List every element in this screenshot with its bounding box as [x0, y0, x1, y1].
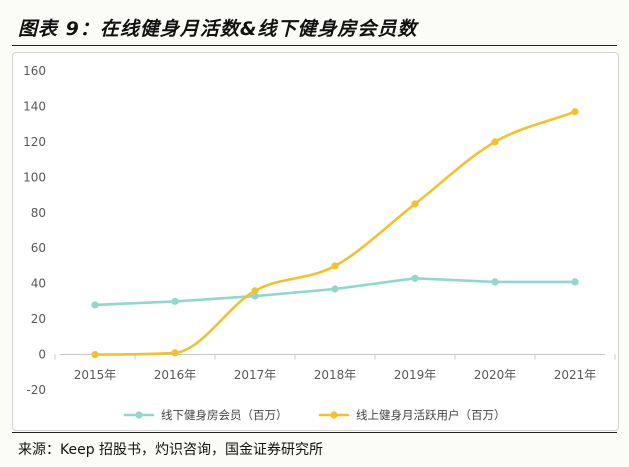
x-tick-label: 2016年: [154, 368, 197, 382]
legend-label: 线上健身月活跃用户（百万）: [356, 408, 506, 422]
y-tick-label: 140: [23, 99, 46, 113]
data-point: [251, 292, 259, 300]
y-tick-label: 40: [31, 277, 46, 291]
legend-swatch-marker: [330, 411, 338, 419]
chart-title: 图表 9：在线健身月活数&线下健身房会员数: [18, 18, 418, 40]
data-point: [491, 278, 499, 286]
legend: 线下健身房会员（百万） 线上健身月活跃用户（百万）: [123, 408, 506, 422]
x-tick-label: 2017年: [234, 368, 277, 382]
y-tick-label: 0: [38, 348, 46, 362]
data-point: [571, 108, 579, 116]
data-point: [331, 262, 339, 270]
data-point: [91, 301, 99, 309]
y-tick-label: 100: [23, 170, 46, 184]
source-note: 来源：Keep 招股书，灼识咨询，国金证券研究所: [18, 442, 324, 458]
y-tick-label: 60: [31, 241, 46, 255]
x-tick-label: 2019年: [394, 368, 437, 382]
data-point: [331, 285, 339, 293]
y-tick-label: 80: [31, 206, 46, 220]
axis-layer: -20 0 20 40 60 80 100 120 140 160 2015年 2016年 2017年 2…: [23, 64, 616, 397]
source-divider: [12, 432, 617, 433]
y-tick-label: 160: [23, 64, 46, 78]
y-tick-label: 120: [23, 135, 46, 149]
title-divider: [12, 45, 617, 46]
y-tick-label: 20: [31, 312, 46, 326]
data-point: [251, 287, 259, 295]
x-tick-label: 2021年: [554, 368, 597, 382]
data-point: [171, 349, 179, 357]
legend-swatch-marker: [135, 411, 143, 419]
data-point: [171, 297, 179, 305]
series-layer: [91, 108, 579, 359]
y-tick-label: -20: [26, 383, 46, 397]
data-point: [411, 274, 419, 282]
data-point: [491, 138, 499, 146]
data-point: [91, 350, 99, 359]
chart-panel: [12, 52, 619, 431]
x-tick-label: 2018年: [314, 368, 357, 382]
x-tick-label: 2015年: [74, 368, 117, 382]
x-tick-label: 2020年: [474, 368, 517, 382]
legend-label: 线下健身房会员（百万）: [161, 408, 288, 422]
data-point: [571, 278, 579, 286]
data-point: [411, 200, 419, 208]
series-line-2: [93, 110, 577, 356]
